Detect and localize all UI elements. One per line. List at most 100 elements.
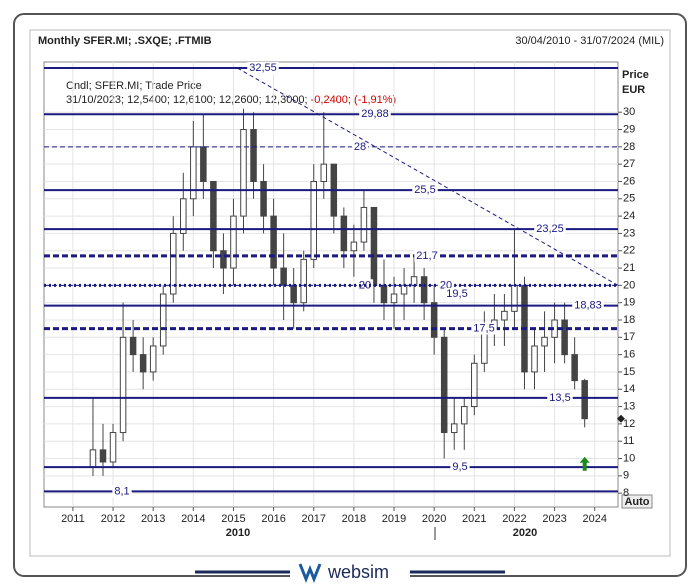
logo-icon	[298, 563, 322, 584]
candle-body	[169, 232, 177, 295]
decade-label: 2020	[513, 527, 537, 539]
x-tick-label: 2015	[221, 513, 245, 525]
y-tick-label: 26	[623, 175, 635, 187]
x-tick-label: 2022	[502, 513, 526, 525]
x-tick-label: 2021	[462, 513, 486, 525]
level-label-bg	[444, 287, 470, 300]
level-label: 9,5	[452, 461, 467, 473]
candle-body	[89, 449, 97, 468]
level-label-bg	[112, 485, 132, 498]
level-label: 19,5	[446, 288, 467, 300]
candle-body	[340, 215, 348, 252]
trendline	[237, 67, 619, 286]
x-tick-label: 2019	[382, 513, 406, 525]
candle-body	[380, 284, 388, 304]
candle-body	[430, 302, 438, 338]
y-tick-label: 11	[623, 435, 634, 447]
candle-body	[210, 180, 217, 252]
candle-body	[471, 362, 478, 408]
y-tick-label: 20	[623, 279, 635, 291]
level-label: 17,5	[473, 323, 494, 335]
decade-label: 2010	[226, 527, 250, 539]
level-label-bg	[351, 140, 369, 153]
y-tick-label: 14	[623, 383, 635, 395]
y-tick-label: 25	[623, 193, 635, 205]
candle-body	[280, 267, 287, 286]
candle-body	[290, 284, 297, 304]
y-tick-label: 24	[623, 210, 635, 222]
candle-body	[370, 206, 378, 286]
y-tick-label: 19	[623, 297, 635, 309]
level-label: 13,5	[549, 392, 570, 404]
candle-body	[350, 241, 358, 252]
chart-frame	[29, 29, 671, 557]
level-label: 29,88	[361, 108, 389, 120]
candle-body	[300, 258, 307, 304]
x-tick-label: 2014	[181, 513, 205, 525]
info-line: 31/10/2023; 12,5400; 12,6100; 12,2600; 1…	[66, 94, 396, 106]
level-label-bg	[547, 391, 573, 404]
level-label: 18,83	[574, 300, 602, 312]
candle-body	[420, 276, 428, 304]
candle-body	[149, 345, 157, 373]
level-label: 32,55	[249, 62, 277, 74]
candle-body	[541, 336, 548, 347]
level-label: 25,5	[414, 184, 435, 196]
x-tick-label: 2013	[141, 513, 165, 525]
y-tick-label: 23	[623, 227, 635, 239]
x-tick-label: 2020	[422, 513, 446, 525]
level-label-bg	[572, 299, 604, 312]
chart-title: Monthly SFER.MI; .SXQE; .FTMIB	[38, 35, 212, 47]
candle-body	[461, 406, 468, 425]
y-tick-label: 9	[623, 470, 629, 482]
candle-body	[260, 180, 267, 217]
candle-body	[360, 206, 368, 243]
candle-body	[531, 345, 538, 373]
y-tick-label: 17	[623, 331, 635, 343]
level-label: 21,7	[416, 250, 437, 262]
candle-body	[561, 319, 568, 356]
y-axis-title: Price EUR	[622, 69, 649, 96]
last-price-marker	[617, 414, 625, 423]
x-tick-label: 2023	[542, 513, 566, 525]
level-label-bg	[471, 322, 497, 335]
level-label-bg	[359, 108, 391, 121]
info-line: Cndl; SFER.MI; Trade Price	[66, 80, 202, 92]
x-tick-label: 2024	[582, 513, 606, 525]
y-tick-label: 29	[623, 123, 635, 135]
level-label: 23,25	[536, 223, 564, 235]
info-values: 31/10/2023; 12,5400; 12,6100; 12,2600; 1…	[66, 94, 308, 106]
level-label-bg	[534, 222, 566, 235]
x-tick-label: 2012	[101, 513, 125, 525]
candle-body	[511, 284, 518, 312]
candle-body	[310, 180, 317, 260]
y-tick-label: 28	[623, 141, 635, 153]
candle-body	[581, 380, 588, 420]
x-tick-label: 2016	[261, 513, 285, 525]
level-label-bg	[450, 461, 470, 474]
auto-button[interactable]	[621, 494, 653, 509]
candle-body	[571, 354, 578, 382]
candle-body	[129, 336, 137, 356]
candle-body	[501, 310, 508, 321]
candle-body	[109, 432, 117, 463]
y-tick-label: 27	[623, 158, 635, 170]
candle-body	[119, 336, 127, 434]
x-tick-label: 2017	[301, 513, 325, 525]
level-label: 28	[354, 141, 366, 153]
level-label: 8,1	[114, 485, 129, 497]
candle-body	[230, 215, 237, 269]
auto-button-label[interactable]: Auto	[624, 496, 649, 508]
y-tick-label: 15	[623, 366, 635, 378]
y-tick-label: 12	[623, 418, 635, 430]
x-tick-label: 2018	[342, 513, 366, 525]
y-tick-label: 21	[623, 262, 635, 274]
y-tick-label: 13	[623, 400, 635, 412]
candle-body	[440, 336, 448, 434]
date-range: 30/04/2010 - 31/07/2024 (MIL)	[515, 35, 664, 47]
candle-body	[159, 293, 167, 347]
level-label-bg	[414, 249, 440, 262]
y-tick-label: 30	[623, 106, 635, 118]
y-tick-label: 16	[623, 349, 635, 361]
